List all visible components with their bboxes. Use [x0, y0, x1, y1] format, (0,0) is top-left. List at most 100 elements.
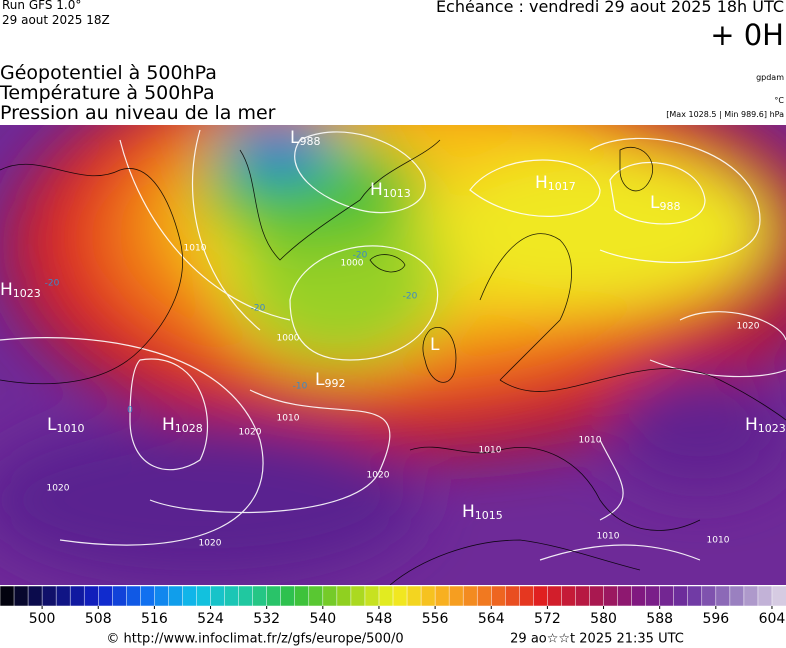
colorbar-swatch: [308, 585, 324, 607]
center-letter: L: [290, 128, 300, 148]
colorbar-swatch: [69, 585, 85, 607]
isobar-label: 1020: [737, 322, 760, 332]
colorbar-swatch: [757, 585, 773, 607]
isobar-label: 1000: [277, 334, 300, 344]
pressure-center: L1010: [47, 415, 84, 435]
colorbar-swatch: [126, 585, 142, 607]
isobar-label: 1010: [707, 536, 730, 546]
pressure-center: L992: [315, 370, 345, 390]
isotherm-label: -20: [353, 251, 368, 261]
colorbar-swatch: [294, 585, 310, 607]
center-value: 1015: [475, 509, 503, 522]
title-geopotential: Géopotentiel à 500hPa: [0, 62, 217, 84]
unit-pressure: [Max 1028.5 | Min 989.6] hPa: [666, 110, 784, 119]
colorbar-swatch: [743, 585, 759, 607]
run-label: Run GFS 1.0°: [2, 0, 82, 12]
colorbar-tick-label: 500: [29, 611, 56, 627]
colorbar-swatch: [645, 585, 661, 607]
colorbar-swatch: [434, 585, 450, 607]
colorbar-swatch: [673, 585, 689, 607]
footer-generated: 29 ao☆☆t 2025 21:35 UTC: [510, 632, 684, 647]
colorbar-swatch: [603, 585, 619, 607]
pressure-center: L988: [650, 193, 680, 213]
isobar-label: 1000: [341, 259, 364, 269]
colorbar-swatch: [140, 585, 156, 607]
colorbar-swatch: [715, 585, 731, 607]
pressure-center: H1023: [0, 280, 41, 300]
colorbar-swatch: [378, 585, 394, 607]
isobar-label: 1010: [597, 532, 620, 542]
pressure-center: H1017: [535, 173, 576, 193]
lead-time: + 0H: [710, 18, 784, 52]
colorbar-swatch: [561, 585, 577, 607]
colorbar-swatch: [112, 585, 128, 607]
pressure-center: H1015: [462, 502, 503, 522]
colorbar-swatch: [252, 585, 268, 607]
colorbar-swatch: [547, 585, 563, 607]
colorbar-swatch: [392, 585, 408, 607]
colorbar-swatch: [322, 585, 338, 607]
center-value: 988: [299, 135, 320, 148]
colorbar-tick-label: 588: [646, 611, 673, 627]
colorbar-swatch: [575, 585, 591, 607]
colorbar-swatch: [0, 585, 15, 607]
isobar-label: 1010: [277, 414, 300, 424]
colorbar-swatch: [210, 585, 226, 607]
colorbar-swatch: [238, 585, 254, 607]
isobar-label: 1010: [184, 244, 207, 254]
colorbar-swatch: [27, 585, 43, 607]
colorbar-tick-label: 556: [422, 611, 449, 627]
center-value: 1023: [758, 422, 786, 435]
colorbar-swatch: [631, 585, 647, 607]
colorbar-swatch: [266, 585, 282, 607]
colorbar-swatch: [771, 585, 786, 607]
unit-geopotential: gpdam: [756, 73, 784, 82]
colorbar-tick-label: 580: [590, 611, 617, 627]
center-letter: L: [47, 415, 57, 435]
colorbar-tick-label: 540: [309, 611, 336, 627]
colorbar-tick-label: 572: [534, 611, 561, 627]
colorbar-tick-label: 532: [253, 611, 280, 627]
unit-temperature: °C: [774, 96, 784, 105]
map-field: [0, 125, 786, 585]
colorbar-tick-label: 516: [141, 611, 168, 627]
colorbar-swatch: [420, 585, 436, 607]
colorbar-tick-label: 508: [85, 611, 112, 627]
center-letter: H: [370, 180, 383, 200]
isobar-label: 1020: [367, 471, 390, 481]
colorbar-swatch: [196, 585, 212, 607]
isotherm-label: -20: [403, 292, 418, 302]
colorbar-swatch: [41, 585, 57, 607]
isobar-label: 1020: [47, 484, 70, 494]
colorbar-swatch: [505, 585, 521, 607]
center-letter: H: [535, 173, 548, 193]
title-pressure: Pression au niveau de la mer: [0, 102, 276, 124]
center-letter: L: [315, 370, 325, 390]
center-value: 1028: [175, 422, 203, 435]
center-letter: H: [162, 415, 175, 435]
title-temperature: Température à 500hPa: [0, 82, 215, 104]
pressure-center: H1028: [162, 415, 203, 435]
colorbar-swatch: [13, 585, 29, 607]
colorbar-swatch: [729, 585, 745, 607]
isotherm-label: -20: [251, 304, 266, 314]
colorbar-swatch: [659, 585, 675, 607]
isotherm-label: -20: [45, 279, 60, 289]
colorbar-swatch: [448, 585, 464, 607]
isotherm-label: -10: [293, 382, 308, 392]
colorbar-swatch: [617, 585, 633, 607]
center-letter: H: [0, 280, 13, 300]
colorbar-swatch: [406, 585, 422, 607]
isobar-label: 1010: [479, 446, 502, 456]
center-value: 1013: [383, 187, 411, 200]
colorbar-swatch: [98, 585, 114, 607]
colorbar-swatch: [168, 585, 184, 607]
center-letter: H: [462, 502, 475, 522]
pressure-center: L988: [290, 128, 320, 148]
colorbar-swatch: [687, 585, 703, 607]
colorbar-swatch: [533, 585, 549, 607]
isobar-label: 1010: [579, 436, 602, 446]
forecast-time: Echéance : vendredi 29 aout 2025 18h UTC: [435, 0, 784, 16]
center-letter: L: [430, 335, 440, 355]
colorbar-swatch: [701, 585, 717, 607]
